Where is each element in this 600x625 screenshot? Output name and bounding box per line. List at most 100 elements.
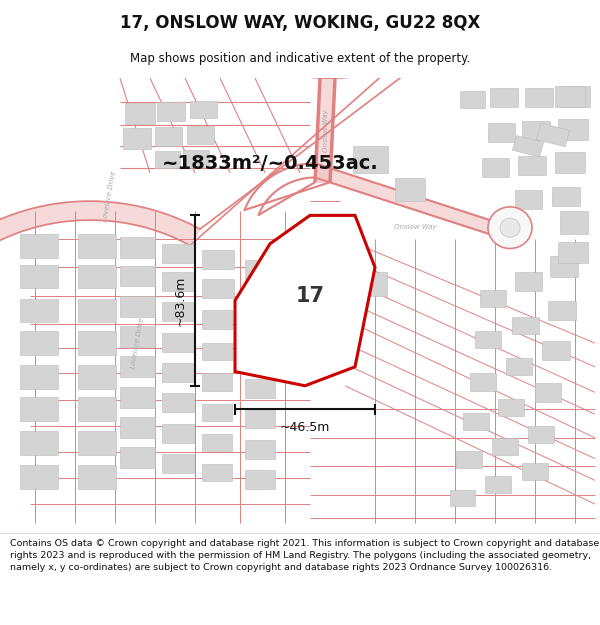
- Bar: [20, 331, 58, 354]
- Bar: [78, 431, 116, 455]
- Bar: [463, 413, 489, 430]
- Bar: [120, 417, 155, 438]
- Polygon shape: [0, 201, 200, 264]
- Bar: [120, 266, 155, 286]
- Bar: [162, 332, 194, 352]
- Text: Lovelace Drive: Lovelace Drive: [103, 171, 118, 222]
- Bar: [558, 119, 588, 139]
- Bar: [162, 393, 194, 412]
- Bar: [498, 399, 524, 416]
- Bar: [528, 426, 554, 442]
- Bar: [183, 150, 209, 167]
- Bar: [162, 454, 194, 473]
- Bar: [245, 319, 275, 338]
- Bar: [470, 374, 496, 391]
- Bar: [506, 358, 532, 376]
- Bar: [202, 374, 232, 391]
- Text: ~46.5m: ~46.5m: [280, 421, 330, 434]
- Bar: [542, 341, 570, 360]
- Bar: [555, 152, 585, 173]
- Bar: [120, 296, 155, 317]
- Bar: [78, 365, 116, 389]
- Bar: [120, 448, 155, 468]
- Bar: [488, 122, 515, 141]
- Text: Contains OS data © Crown copyright and database right 2021. This information is : Contains OS data © Crown copyright and d…: [10, 539, 599, 572]
- Bar: [120, 387, 155, 408]
- Bar: [120, 326, 155, 347]
- Bar: [395, 177, 425, 201]
- Bar: [485, 476, 511, 492]
- Circle shape: [500, 218, 520, 237]
- Bar: [20, 365, 58, 389]
- Circle shape: [488, 207, 532, 249]
- Bar: [456, 451, 482, 468]
- Bar: [550, 256, 578, 277]
- Bar: [78, 264, 116, 288]
- Bar: [202, 310, 232, 329]
- Polygon shape: [235, 216, 375, 386]
- Bar: [20, 264, 58, 288]
- Bar: [512, 317, 539, 334]
- Bar: [20, 431, 58, 455]
- Polygon shape: [315, 163, 490, 234]
- Bar: [190, 101, 217, 118]
- Bar: [202, 343, 232, 360]
- Bar: [475, 331, 501, 348]
- Bar: [78, 397, 116, 421]
- Bar: [123, 128, 151, 149]
- Bar: [245, 288, 275, 308]
- Bar: [245, 260, 275, 279]
- Bar: [162, 272, 194, 291]
- Bar: [78, 465, 116, 489]
- Polygon shape: [512, 136, 544, 157]
- Polygon shape: [315, 78, 335, 182]
- Bar: [552, 187, 580, 206]
- Bar: [245, 440, 275, 459]
- Bar: [245, 379, 275, 398]
- Bar: [20, 299, 58, 322]
- Bar: [202, 251, 234, 269]
- Bar: [202, 464, 232, 481]
- Polygon shape: [262, 19, 458, 78]
- Bar: [522, 463, 548, 481]
- Bar: [560, 86, 590, 106]
- Bar: [155, 151, 180, 168]
- Bar: [78, 331, 116, 354]
- Bar: [202, 404, 232, 421]
- Bar: [162, 424, 194, 442]
- Bar: [125, 102, 155, 124]
- Bar: [560, 211, 588, 234]
- Bar: [555, 86, 585, 106]
- Text: ~1833m²/~0.453ac.: ~1833m²/~0.453ac.: [161, 154, 379, 173]
- Bar: [518, 156, 546, 174]
- Bar: [558, 242, 588, 262]
- Bar: [515, 190, 542, 209]
- Bar: [120, 356, 155, 377]
- Text: Lovelace Drive: Lovelace Drive: [131, 317, 145, 369]
- Bar: [157, 102, 185, 121]
- Bar: [245, 409, 275, 428]
- Bar: [482, 158, 509, 177]
- Bar: [162, 244, 194, 262]
- Bar: [162, 302, 194, 321]
- Text: 17, ONSLOW WAY, WOKING, GU22 8QX: 17, ONSLOW WAY, WOKING, GU22 8QX: [120, 14, 480, 32]
- Bar: [20, 465, 58, 489]
- Bar: [20, 234, 58, 258]
- Bar: [492, 438, 518, 455]
- Bar: [480, 290, 506, 308]
- Bar: [245, 470, 275, 489]
- Bar: [522, 121, 550, 139]
- Bar: [187, 126, 214, 144]
- Polygon shape: [536, 123, 570, 147]
- Bar: [490, 88, 518, 106]
- Bar: [548, 301, 576, 319]
- Bar: [120, 237, 155, 258]
- Bar: [20, 397, 58, 421]
- Bar: [450, 490, 475, 506]
- Bar: [245, 349, 275, 368]
- Bar: [202, 279, 234, 298]
- Bar: [535, 383, 561, 402]
- Bar: [162, 363, 194, 382]
- Text: Onslow Way: Onslow Way: [323, 109, 329, 152]
- Bar: [515, 272, 542, 291]
